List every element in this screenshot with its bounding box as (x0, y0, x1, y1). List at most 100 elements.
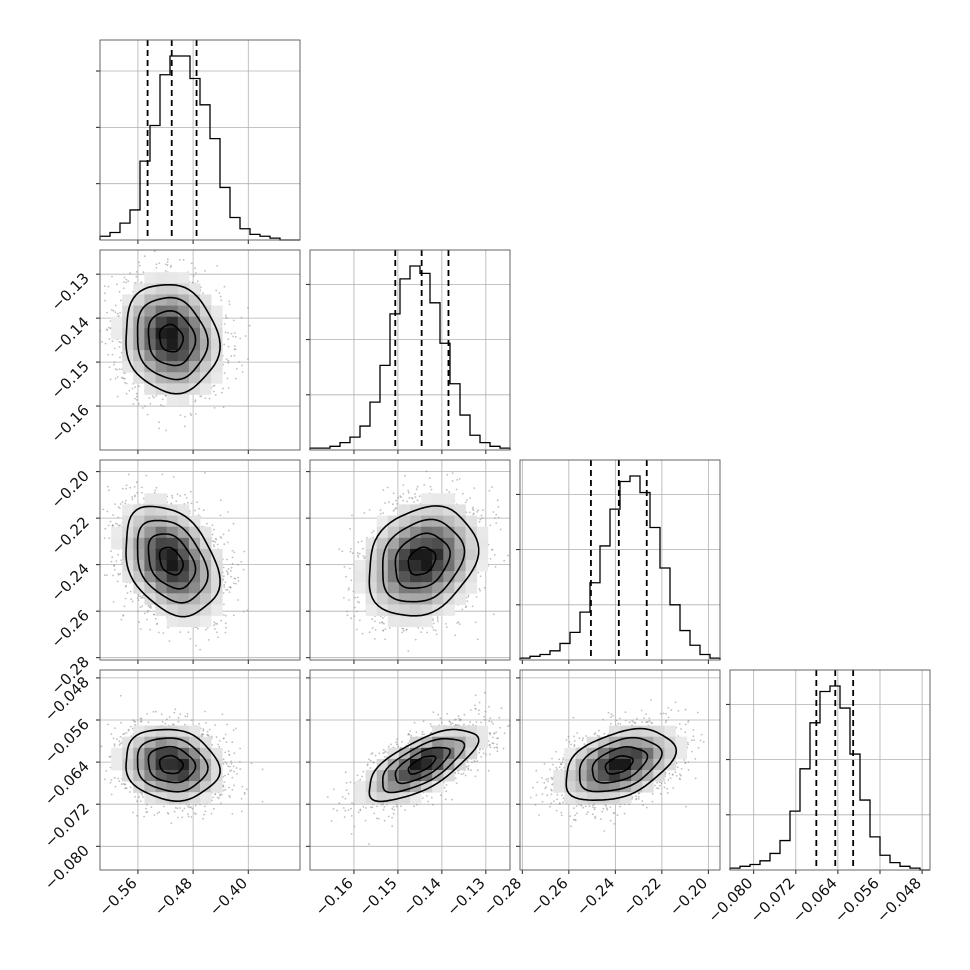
density-cell (155, 504, 168, 516)
scatter-point (127, 473, 130, 476)
scatter-point (371, 531, 373, 534)
scatter-point (206, 522, 208, 525)
scatter-point (116, 580, 119, 583)
scatter-point (341, 550, 344, 553)
scatter-point (110, 309, 113, 311)
scatter-point (133, 485, 136, 488)
scatter-point (228, 529, 230, 532)
density-cell (133, 537, 145, 550)
scatter-point (430, 488, 433, 491)
scatter-point (402, 629, 405, 632)
density-cell (188, 593, 201, 605)
scatter-point (108, 537, 111, 539)
scatter-point (123, 281, 125, 283)
scatter-point (404, 474, 406, 477)
scatter-point (217, 636, 220, 639)
scatter-point (222, 406, 225, 409)
density-cell (144, 571, 156, 583)
density-cell (133, 350, 145, 362)
scatter-point (110, 550, 112, 553)
scatter-point (120, 559, 123, 561)
scatter-point (223, 323, 226, 325)
scatter-point (213, 528, 215, 531)
scatter-point (111, 556, 114, 559)
scatter-point (120, 341, 122, 344)
scatter-point (116, 523, 119, 526)
scatter-point (193, 274, 195, 277)
density-cell (155, 582, 168, 594)
scatter-point (197, 627, 199, 630)
density-cell (155, 571, 168, 583)
scatter-point (121, 487, 124, 490)
scatter-point (230, 355, 233, 358)
scatter-point (122, 287, 125, 290)
scatter-point (213, 621, 216, 624)
scatter-point (222, 566, 225, 569)
scatter-point (129, 272, 132, 274)
density-cell (166, 361, 179, 373)
density-cell (133, 504, 145, 516)
scatter-point (372, 530, 375, 532)
scatter-point (479, 518, 482, 521)
scatter-point (184, 415, 187, 418)
scatter-point (467, 595, 469, 598)
scatter-point (399, 495, 402, 497)
scatter-point (518, 564, 520, 566)
density-cell (133, 372, 145, 384)
scatter-point (126, 592, 129, 594)
scatter-point (346, 610, 348, 613)
scatter-point (129, 590, 132, 593)
density-cell (144, 493, 156, 505)
scatter-point (227, 361, 230, 364)
scatter-point (371, 627, 374, 629)
scatter-point (104, 342, 107, 345)
scatter-point (114, 311, 117, 314)
scatter-point (137, 610, 139, 613)
scatter-point (396, 503, 399, 505)
scatter-point (362, 555, 365, 557)
scatter-point (179, 414, 182, 417)
density-cell (166, 272, 179, 284)
scatter-point (446, 473, 449, 476)
scatter-point (179, 258, 181, 261)
scatter-point (429, 485, 432, 488)
scatter-point (135, 399, 138, 401)
density-cell (188, 316, 201, 329)
histogram-step (309, 265, 511, 450)
density-cell (177, 305, 190, 318)
scatter-point (204, 397, 207, 399)
scatter-point (214, 541, 217, 543)
scatter-point (407, 489, 410, 492)
scatter-point (230, 566, 233, 569)
scatter-point (131, 498, 134, 501)
scatter-point (190, 262, 193, 265)
scatter-point (139, 628, 142, 630)
scatter-point (187, 501, 189, 504)
scatter-point (120, 351, 123, 354)
scatter-point (230, 575, 233, 578)
scatter-point (211, 533, 214, 536)
scatter-point (454, 634, 457, 637)
density-cell (200, 372, 212, 384)
scatter-point (189, 412, 192, 415)
scatter-point (168, 640, 171, 642)
scatter-point (141, 605, 144, 607)
contour-line (136, 519, 209, 604)
scatter-point (489, 524, 492, 527)
scatter-point (206, 627, 209, 629)
scatter-point (211, 540, 213, 543)
scatter-point (357, 541, 360, 544)
scatter-point (103, 537, 106, 539)
density-cell (133, 548, 145, 561)
scatter-point (247, 358, 249, 361)
scatter-point (169, 266, 172, 268)
density-cell (211, 548, 223, 561)
density-cell (166, 316, 179, 329)
scatter-point (225, 614, 227, 617)
scatter-point (135, 271, 138, 273)
scatter-point (227, 359, 230, 362)
scatter-point (106, 485, 109, 488)
density-cell (211, 582, 223, 594)
scatter-point (241, 371, 244, 373)
density-cell (166, 338, 179, 351)
